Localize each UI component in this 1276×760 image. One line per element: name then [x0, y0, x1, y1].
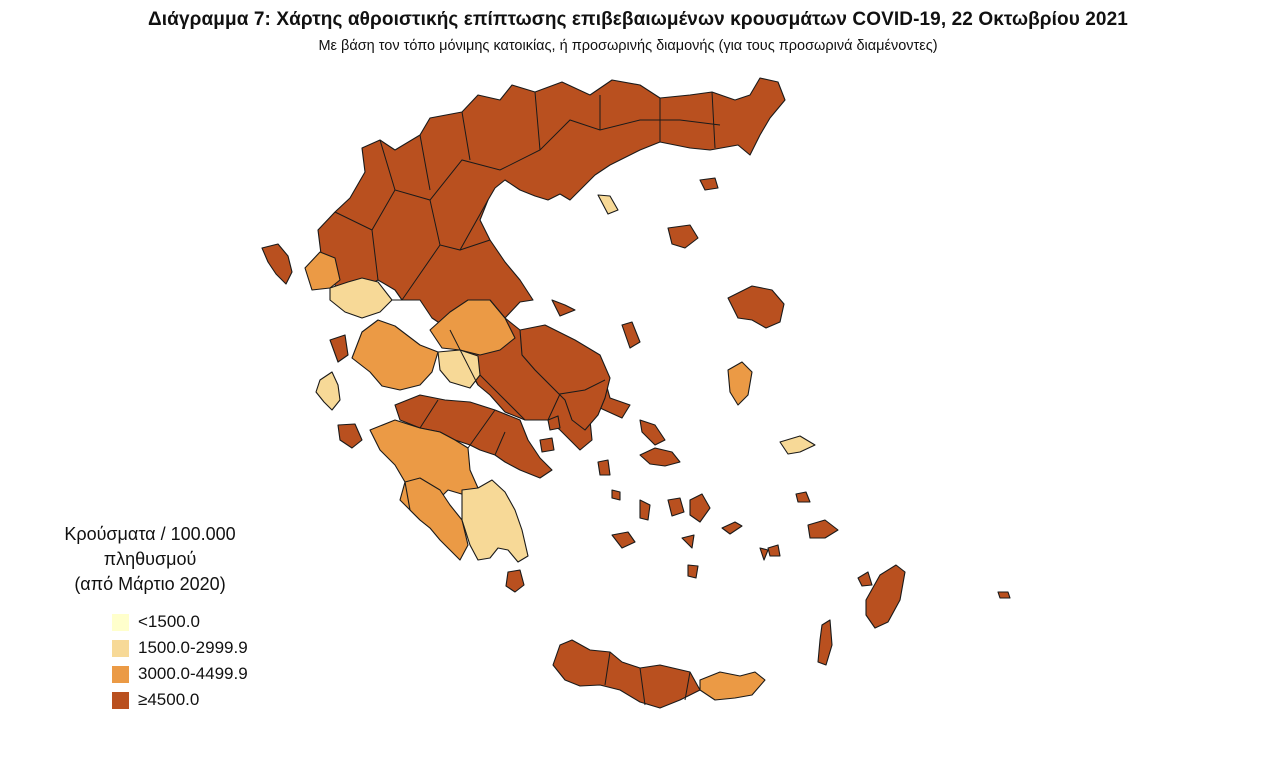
island-leros: [767, 544, 781, 557]
island-ios: [681, 534, 695, 549]
island-salamina: [547, 415, 561, 431]
legend-title-line1: Κρούσματα / 100.000 πληθυσμού: [64, 524, 236, 569]
island-kastellorizo: [997, 591, 1011, 599]
island-paros: [667, 497, 685, 517]
map-legend: Κρούσματα / 100.000 πληθυσμού (από Μάρτι…: [30, 522, 310, 713]
island-kasos: [857, 571, 873, 587]
island-lefkada: [315, 371, 341, 411]
legend-item: 3000.0-4499.9: [112, 661, 310, 687]
island-amorgos: [721, 521, 743, 535]
island-skyros: [621, 321, 641, 349]
island-santorini: [687, 564, 699, 579]
island-lesvos: [727, 285, 785, 329]
region-thesprotia: [304, 251, 341, 291]
legend-label: 1500.0-2999.9: [138, 638, 248, 657]
island-naxos: [689, 493, 711, 523]
boundaries-north: [334, 91, 721, 301]
island-samos: [779, 435, 816, 455]
legend-label: 3000.0-4499.9: [138, 664, 248, 683]
island-kythnos: [597, 459, 611, 476]
legend-item: 1500.0-2999.9: [112, 635, 310, 661]
legend-label: ≥4500.0: [138, 690, 200, 709]
legend-label: <1500.0: [138, 612, 200, 631]
map-subtitle: Με βάση τον τόπο μόνιμης κατοικίας, ή πρ…: [318, 38, 938, 54]
legend-title-line2: (από Μάρτιο 2020): [74, 574, 226, 594]
legend-item: <1500.0: [112, 609, 310, 635]
island-andros: [639, 447, 681, 467]
region-lasithi: [699, 671, 766, 701]
island-lefkada-2: [329, 334, 349, 363]
region-mainland-north: [317, 77, 786, 451]
region-kythira: [505, 569, 525, 593]
legend-swatch: [112, 613, 129, 631]
region-aitoloakarnania: [351, 319, 439, 391]
island-chios: [727, 361, 753, 406]
boundaries-crete: [604, 651, 691, 706]
legend-swatch: [112, 665, 129, 683]
island-serifos: [611, 489, 621, 501]
island-milos: [611, 531, 636, 549]
map-title: Διάγραμμα 7: Χάρτης αθροιστικής επίπτωση…: [148, 9, 1128, 30]
island-syros: [639, 499, 651, 521]
island-astypalaia: [759, 547, 769, 561]
island-kefalonia: [337, 423, 363, 449]
legend-swatch: [112, 691, 129, 709]
legend-swatch: [112, 639, 129, 657]
region-crete-west: [552, 639, 701, 709]
legend-item: ≥4500.0: [112, 687, 310, 713]
legend-title: Κρούσματα / 100.000 πληθυσμού (από Μάρτι…: [30, 522, 270, 597]
region-evrytania: [437, 349, 481, 389]
island-aegina: [539, 437, 555, 453]
region-lakonia: [461, 479, 529, 563]
island-samothraki: [667, 224, 699, 249]
boundaries-central: [392, 299, 606, 456]
region-fthiotida: [429, 299, 516, 356]
island-ikaria: [639, 419, 666, 446]
legend-items: <1500.0 1500.0-2999.9 3000.0-4499.9 ≥450…: [112, 609, 310, 713]
island-sporades: [551, 299, 576, 317]
peninsula-athos: [597, 194, 619, 215]
island-kalymnos: [795, 491, 811, 503]
island-thasos: [699, 177, 719, 191]
island-evia: [519, 324, 611, 431]
region-messinia: [404, 477, 469, 561]
region-preveza-arta: [329, 277, 393, 319]
island-kos: [807, 519, 839, 539]
island-karpathos: [817, 619, 833, 666]
island-rhodes: [865, 564, 906, 629]
island-corfu: [261, 243, 293, 285]
